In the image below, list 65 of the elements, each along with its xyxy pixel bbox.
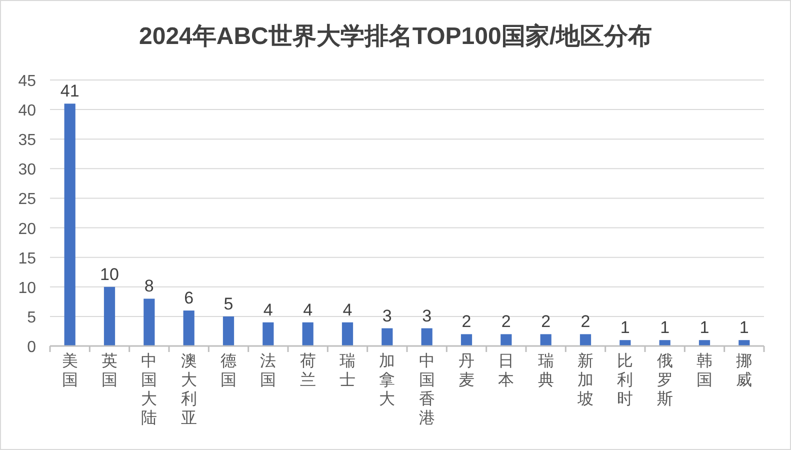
bar: [64, 104, 76, 346]
bar: [262, 322, 274, 346]
x-tick-label: 丹麦: [458, 351, 474, 389]
bar: [342, 322, 354, 346]
bar: [580, 334, 592, 346]
y-tick-label: 10: [18, 280, 36, 297]
bar: [104, 286, 116, 346]
bar: [183, 310, 194, 346]
x-tick-label: 日本: [498, 351, 514, 389]
y-tick-label: 30: [18, 162, 36, 179]
bar: [620, 340, 631, 346]
y-tick-label: 15: [18, 250, 36, 268]
data-label: 1: [660, 318, 670, 338]
x-tick-label: 瑞典: [538, 351, 554, 389]
y-tick-label: 0: [27, 339, 36, 356]
x-tick-label: 新加坡: [576, 351, 594, 408]
x-tick-label: 比利时: [617, 351, 634, 408]
data-label: 1: [620, 318, 630, 338]
bar: [382, 328, 393, 346]
data-label: 8: [144, 276, 154, 296]
x-tick-label: 挪威: [736, 351, 752, 389]
data-label: 1: [739, 318, 749, 338]
bar: [302, 322, 314, 346]
x-tick-label: 荷兰: [300, 351, 316, 389]
y-tick-label: 35: [18, 132, 36, 150]
data-label: 2: [580, 312, 590, 332]
x-tick-label: 中国香港: [418, 351, 435, 427]
bar: [698, 340, 710, 346]
bar: [659, 340, 670, 346]
chart-title: 2024年ABC世界大学排名TOP100国家/地区分布: [139, 23, 652, 50]
data-label: 4: [342, 300, 352, 320]
x-tick-label: 中国大陆: [141, 351, 158, 427]
x-tick-label: 韩国: [696, 351, 712, 389]
data-label: 5: [224, 294, 234, 314]
bar: [144, 298, 155, 346]
data-label: 2: [541, 312, 551, 332]
data-label: 1: [700, 318, 710, 338]
y-tick-label: 45: [18, 73, 36, 90]
bar: [222, 316, 234, 346]
x-tick-label: 德国: [220, 351, 236, 389]
data-label: 4: [263, 300, 273, 320]
x-tick-label: 美国: [62, 351, 78, 389]
y-tick-label: 25: [18, 191, 36, 208]
data-label: 4: [303, 300, 313, 320]
x-tick-label: 瑞士: [340, 351, 356, 389]
bar: [738, 340, 750, 346]
y-tick-label: 40: [18, 102, 36, 120]
data-label: 41: [60, 82, 80, 101]
bar: [540, 334, 552, 346]
bar: [421, 328, 432, 346]
bar: [500, 334, 512, 346]
data-label: 3: [382, 306, 392, 326]
data-label: 6: [184, 288, 194, 308]
data-label: 3: [422, 306, 432, 326]
data-label: 10: [100, 264, 119, 284]
y-tick-label: 5: [27, 309, 36, 326]
bar: [460, 334, 472, 346]
x-tick-label: 俄罗斯: [656, 351, 673, 408]
data-label: 2: [462, 312, 472, 332]
x-tick-label: 澳大利亚: [180, 351, 197, 427]
x-tick-label: 加拿大: [379, 351, 396, 408]
y-tick-label: 20: [18, 220, 36, 238]
data-label: 2: [501, 312, 511, 332]
x-tick-label: 法国: [260, 351, 276, 389]
x-tick-label: 英国: [102, 351, 118, 389]
